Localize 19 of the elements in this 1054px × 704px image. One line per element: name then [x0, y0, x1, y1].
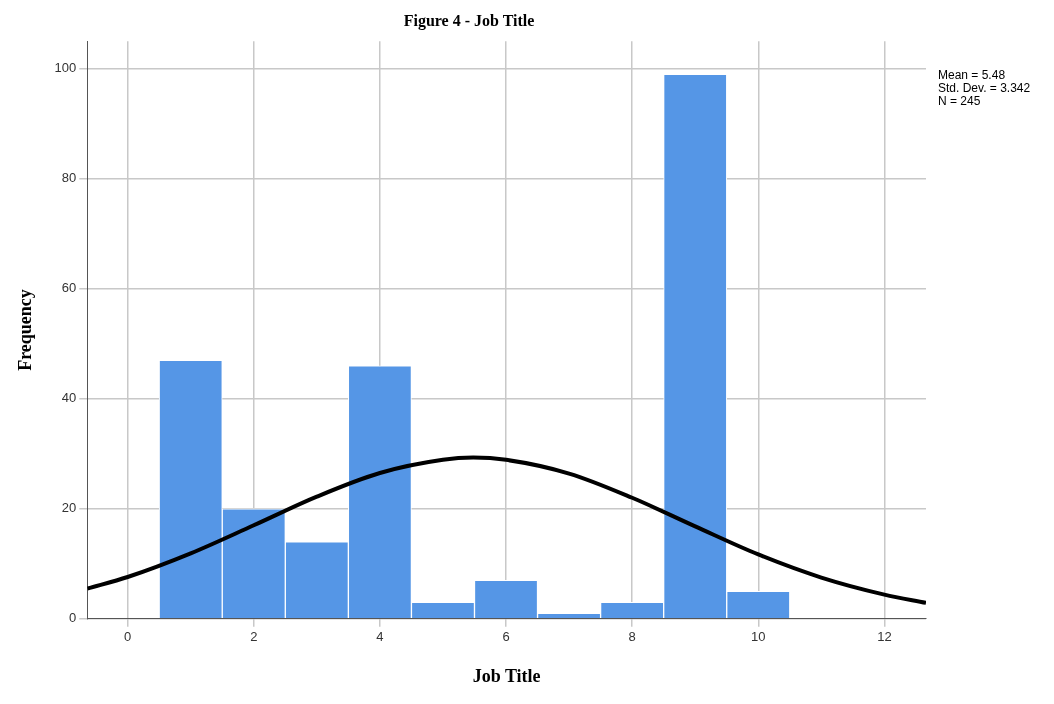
y-axis-title: Frequency [15, 289, 36, 371]
y-tick-label: 0 [69, 610, 77, 626]
y-tick-label: 80 [61, 170, 77, 186]
x-tick-label: 12 [877, 629, 892, 645]
y-tick-label: 40 [61, 390, 77, 406]
x-tick-label: 8 [628, 629, 636, 645]
chart-title: Figure 4 - Job Title [403, 11, 535, 30]
x-tick-label: 10 [751, 629, 766, 645]
x-tick-label: 4 [376, 629, 384, 645]
y-tick-label: 100 [54, 60, 77, 76]
text: N = 245 [938, 93, 981, 108]
x-tick-label: 0 [124, 629, 132, 645]
x-axis-title: Job Title [472, 665, 541, 686]
y-tick-label: 60 [61, 280, 77, 296]
text: Mean = 5.48 [938, 67, 1006, 82]
x-tick-label: 6 [502, 629, 510, 645]
text: Std. Dev. = 3.342 [938, 80, 1031, 95]
x-tick-label: 2 [250, 629, 258, 645]
y-tick-label: 20 [61, 500, 77, 516]
